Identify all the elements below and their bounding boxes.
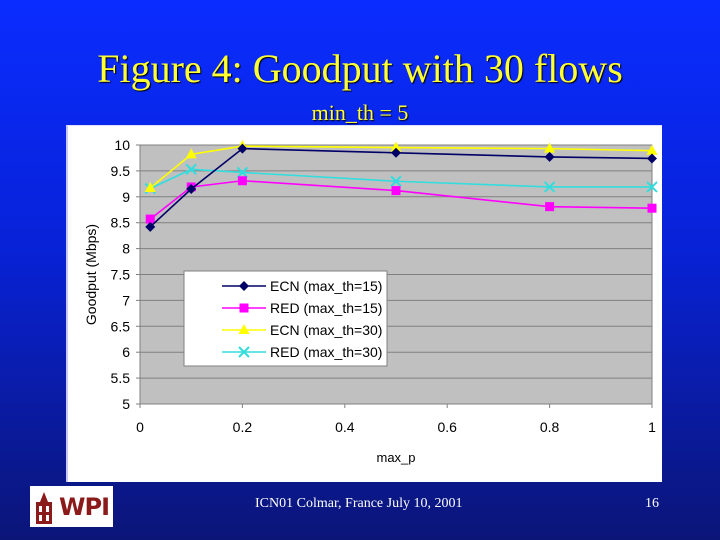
- data-point: [647, 153, 657, 164]
- series-line: [149, 145, 653, 189]
- y-tick-label: 5: [122, 396, 130, 412]
- data-point: [185, 148, 197, 159]
- x-tick-label: 0.2: [233, 419, 253, 435]
- legend-label: RED (max_th=15): [270, 300, 382, 316]
- wpi-logo: WPI: [30, 486, 113, 527]
- data-point: [237, 143, 248, 154]
- data-point: [544, 142, 556, 153]
- data-point: [237, 176, 247, 186]
- chart-container: 5 5.5 6 6.5 7 7.5 8 8.5 9 9.5 10 0 0.2 0.4 0.6 0.8 1 max_…: [66, 125, 662, 482]
- y-tick-label: 8: [122, 241, 130, 257]
- tower-icon: [36, 492, 52, 524]
- data-point: [544, 151, 555, 162]
- x-axis-label: max_p: [376, 450, 415, 465]
- legend-marker: [238, 346, 250, 358]
- legend-label: ECN (max_th=15): [270, 278, 382, 294]
- legend-label: ECN (max_th=30): [270, 322, 382, 338]
- legend-marker: [239, 281, 249, 291]
- y-tick-label: 6.5: [111, 318, 131, 334]
- x-tick-label: 0.6: [437, 419, 457, 435]
- y-tick-label: 7: [122, 292, 130, 308]
- data-point: [543, 181, 556, 193]
- data-point: [144, 181, 156, 192]
- slide-subtitle: min_th = 5: [311, 100, 409, 125]
- data-point: [390, 175, 402, 187]
- logo-text: WPI: [59, 492, 110, 521]
- data-point: [145, 221, 156, 232]
- line-chart: 5 5.5 6 6.5 7 7.5 8 8.5 9 9.5 10 0 0.2 0.4 0.6 0.8 1 max_…: [83, 137, 658, 465]
- data-point: [390, 141, 402, 152]
- x-tick-label: 1: [648, 419, 656, 435]
- series-line: [149, 179, 653, 220]
- legend-marker: [238, 324, 250, 334]
- data-point: [545, 202, 555, 212]
- data-point: [236, 166, 249, 179]
- data-point: [185, 163, 197, 176]
- data-point: [391, 147, 401, 158]
- y-tick-label: 7.5: [111, 267, 131, 283]
- slide-title: Figure 4: Goodput with 30 flows: [97, 46, 623, 91]
- data-point: [647, 203, 657, 213]
- legend-label: RED (max_th=30): [270, 344, 382, 360]
- x-tick-label: 0: [136, 419, 144, 435]
- y-tick-label: 9: [122, 189, 130, 205]
- data-point: [145, 214, 155, 224]
- y-tick-label: 9.5: [111, 163, 131, 179]
- y-tick-label: 5.5: [111, 370, 131, 386]
- data-point: [186, 184, 197, 195]
- data-point: [646, 144, 658, 155]
- y-tick-label: 10: [114, 137, 130, 153]
- y-tick-label: 8.5: [111, 215, 131, 231]
- data-point: [646, 181, 658, 193]
- footer-text: ICN01 Colmar, France July 10, 2001: [255, 496, 463, 511]
- series-line: [149, 147, 653, 228]
- x-tick-label: 0.4: [335, 419, 355, 435]
- legend-marker: [239, 303, 249, 313]
- legend: [183, 270, 388, 367]
- y-axis-label: Goodput (Mbps): [83, 224, 99, 325]
- y-tick-label: 6: [122, 344, 130, 360]
- data-point: [391, 186, 401, 196]
- series-line: [149, 168, 652, 190]
- page-number: 16: [645, 496, 659, 511]
- x-tick-label: 0.8: [540, 419, 560, 435]
